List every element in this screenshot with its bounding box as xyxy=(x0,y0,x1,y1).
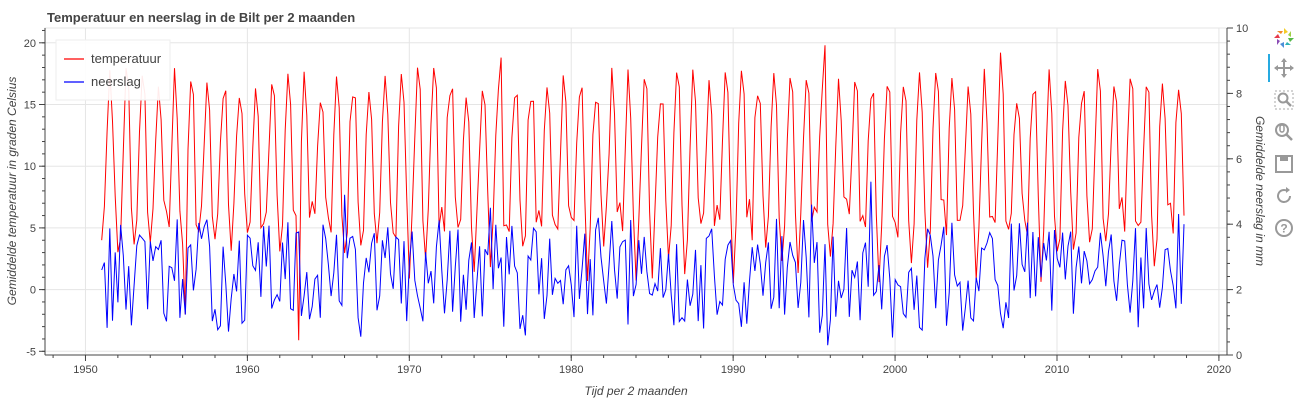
y-tick-label: 0 xyxy=(30,285,36,297)
y-tick-label: 15 xyxy=(24,100,36,112)
reset-icon[interactable] xyxy=(1272,184,1298,208)
y2-tick-label: 6 xyxy=(1236,154,1242,166)
x-tick-label: 1950 xyxy=(73,364,97,376)
legend-label-temperatuur: temperatuur xyxy=(91,51,162,66)
y-tick-label: 20 xyxy=(24,38,36,50)
y-tick-label: 10 xyxy=(24,161,36,173)
y2-tick-label: 8 xyxy=(1236,88,1242,100)
active-tool-indicator xyxy=(1268,54,1270,82)
legend: temperatuur neerslag xyxy=(55,39,171,101)
chart-title: Temperatuur en neerslag in de Bilt per 2… xyxy=(47,10,355,25)
x-tick-label: 1980 xyxy=(559,364,583,376)
help-icon[interactable]: ? xyxy=(1272,216,1298,240)
x-axis-label: Tijd per 2 maanden xyxy=(584,384,688,398)
y2-tick-label: 4 xyxy=(1236,219,1242,231)
box-zoom-icon[interactable] xyxy=(1272,88,1298,112)
save-icon[interactable] xyxy=(1272,152,1298,176)
pan-icon[interactable] xyxy=(1272,56,1298,80)
y-axis-label: Gemiddelde temperatuur in graden Celsius xyxy=(5,77,19,306)
wheel-zoom-icon[interactable] xyxy=(1272,120,1298,144)
toolbar: ? xyxy=(1268,26,1300,246)
plot-area[interactable] xyxy=(101,45,1185,346)
y2-tick-label: 2 xyxy=(1236,285,1242,297)
y2-tick-label: 10 xyxy=(1236,23,1248,35)
y-tick-label: -5 xyxy=(26,346,36,358)
x-tick-label: 1960 xyxy=(235,364,259,376)
x-tick-label: 2020 xyxy=(1207,364,1231,376)
series-line-neerslag xyxy=(101,181,1185,346)
svg-text:?: ? xyxy=(1280,222,1287,236)
y2-tick-label: 0 xyxy=(1236,350,1242,362)
series-line-temperatuur xyxy=(101,45,1185,341)
x-tick-label: 1970 xyxy=(397,364,421,376)
y-tick-label: 5 xyxy=(30,223,36,235)
x-tick-label: 1990 xyxy=(721,364,745,376)
y2-axis-label: Gemiddelde neerslag in mm xyxy=(1253,116,1267,266)
axes: 1950 1960 1970 1980 1990 2000 2010 2020-5051015… xyxy=(24,23,1249,376)
x-tick-label: 2000 xyxy=(883,364,907,376)
bokeh-logo-icon[interactable] xyxy=(1272,26,1298,50)
x-tick-label: 2010 xyxy=(1045,364,1069,376)
legend-label-neerslag: neerslag xyxy=(91,74,141,89)
